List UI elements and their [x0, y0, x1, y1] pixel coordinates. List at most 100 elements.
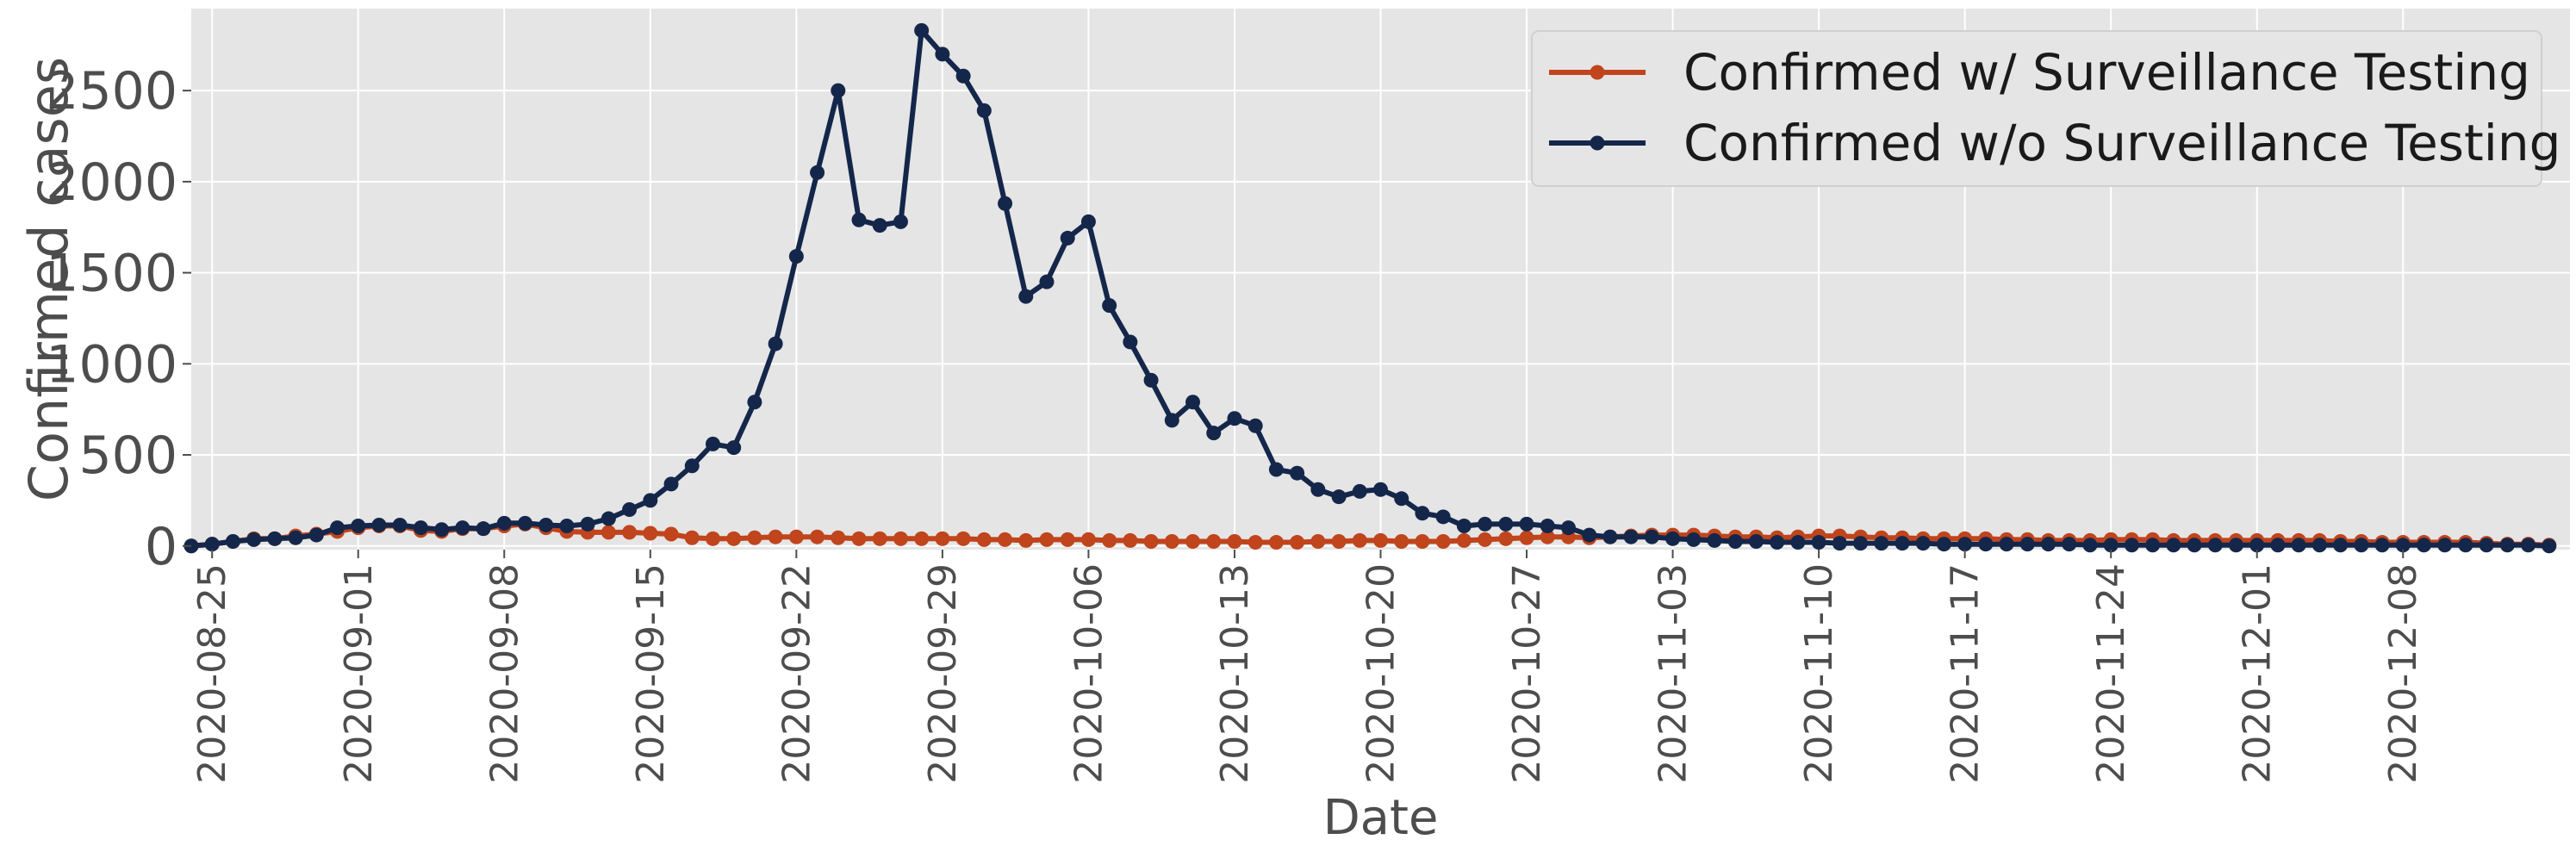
data-point — [684, 458, 700, 474]
data-point — [705, 531, 720, 546]
data-point — [1895, 536, 1910, 551]
data-point — [1123, 532, 1138, 548]
data-point — [1811, 535, 1826, 550]
data-point — [622, 501, 638, 517]
data-point — [2542, 538, 2557, 554]
x-tick-label: 2020-10-13 — [1213, 563, 1257, 784]
y-tick-label: 2500 — [46, 61, 177, 121]
data-point — [872, 531, 887, 546]
data-point — [726, 531, 742, 546]
data-point — [1352, 483, 1367, 499]
data-point — [2187, 538, 2202, 553]
y-tick-label: 0 — [145, 517, 177, 577]
data-point — [559, 519, 575, 534]
data-point — [225, 533, 240, 549]
data-point — [2479, 538, 2494, 553]
data-point — [1080, 214, 1096, 229]
data-point — [204, 537, 220, 552]
data-point — [747, 395, 762, 410]
x-tick-label: 2020-11-03 — [1652, 563, 1696, 784]
data-point — [2354, 538, 2369, 553]
data-point — [2458, 538, 2473, 553]
data-point — [2291, 538, 2306, 553]
grid-lines — [191, 9, 2570, 550]
legend-swatch-marker — [1590, 65, 1605, 80]
data-point — [288, 530, 303, 545]
data-point — [1415, 533, 1430, 549]
legend-box — [1531, 30, 2542, 187]
x-axis-label: Date — [1323, 790, 1439, 846]
data-point — [726, 440, 742, 456]
data-point — [1018, 532, 1034, 548]
data-point — [2041, 537, 2056, 552]
data-point — [788, 249, 804, 264]
data-point — [1999, 537, 2014, 552]
data-point — [1373, 482, 1388, 497]
data-point — [831, 83, 846, 98]
y-tick-label: 2000 — [46, 152, 177, 213]
y-axis-ticks: 0 500 1000 1500 2000 2500 — [46, 61, 191, 577]
x-tick-label: 2020-12-08 — [2381, 563, 2425, 784]
legend-label: Confirmed w/o Surveillance Testing — [1683, 114, 2560, 172]
data-point — [1540, 529, 1555, 544]
y-tick-label: 1000 — [46, 334, 177, 395]
data-point — [1623, 529, 1639, 544]
data-point — [1478, 532, 1493, 547]
data-point — [684, 530, 700, 545]
data-point — [1478, 516, 1493, 532]
data-point — [1415, 506, 1430, 521]
data-point — [1039, 274, 1055, 289]
data-point — [2019, 537, 2035, 552]
data-point — [1185, 533, 1201, 549]
legend-item: Confirmed w/o Surveillance Testing — [1549, 114, 2560, 172]
data-point — [1519, 516, 1534, 532]
data-point — [705, 436, 720, 451]
y-tick-label: 1500 — [46, 244, 177, 304]
data-point — [1957, 537, 1973, 552]
data-point — [476, 521, 491, 537]
data-point — [600, 525, 616, 540]
data-point — [538, 517, 554, 532]
data-point — [998, 532, 1013, 547]
data-point — [622, 525, 638, 540]
data-point — [600, 511, 616, 526]
data-point — [893, 214, 908, 229]
data-point — [1435, 533, 1451, 549]
x-tick-label: 2020-11-17 — [1944, 563, 1988, 784]
data-point — [1248, 418, 1263, 433]
x-tick-label: 2020-10-06 — [1067, 563, 1111, 784]
data-point — [998, 196, 1013, 211]
data-point — [518, 515, 533, 531]
data-point — [1435, 509, 1451, 525]
data-point — [2499, 538, 2515, 553]
data-point — [976, 532, 992, 547]
x-tick-label: 2020-09-08 — [482, 563, 526, 784]
x-tick-label: 2020-11-10 — [1797, 563, 1841, 784]
data-point — [2249, 538, 2265, 553]
data-point — [1143, 372, 1159, 388]
y-tick-label: 500 — [78, 426, 177, 486]
data-point — [1248, 535, 1263, 550]
data-point — [2166, 538, 2181, 553]
data-point — [1832, 536, 1847, 551]
data-point — [2312, 538, 2327, 553]
data-point — [1644, 529, 1659, 544]
data-point — [1373, 532, 1388, 548]
data-point — [1060, 532, 1075, 547]
data-point — [1102, 532, 1117, 548]
data-point — [1060, 230, 1075, 246]
x-tick-label: 2020-10-20 — [1360, 563, 1403, 784]
data-point — [2333, 538, 2349, 553]
data-point — [2270, 538, 2286, 553]
data-point — [1498, 516, 1514, 532]
data-point — [392, 517, 408, 532]
data-point — [1394, 533, 1409, 549]
data-point — [1602, 529, 1618, 544]
data-point — [246, 532, 262, 547]
data-point — [1560, 520, 1576, 536]
data-point — [810, 529, 825, 544]
data-point — [1268, 535, 1284, 550]
data-point — [2062, 537, 2077, 552]
data-point — [455, 520, 470, 536]
